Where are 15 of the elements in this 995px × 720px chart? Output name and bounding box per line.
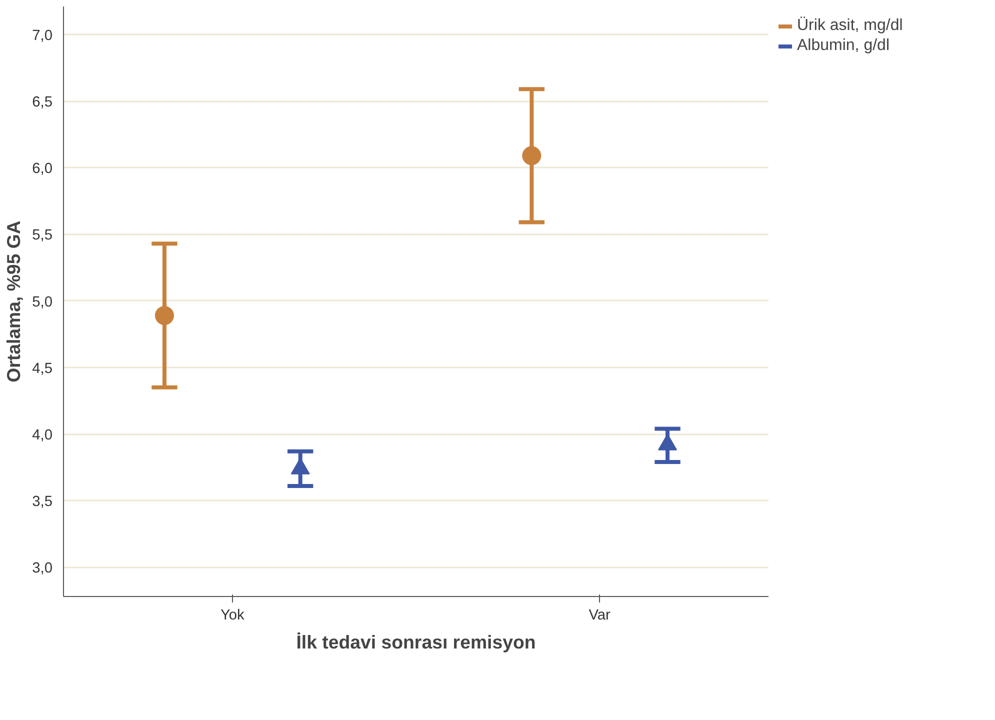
y-tick-label: 6,0 — [32, 161, 52, 178]
y-tick-label: 3,0 — [32, 560, 52, 577]
x-axis-title: İlk tedavi sonrası remisyon — [296, 632, 536, 652]
x-tick-label: Var — [588, 608, 611, 624]
legend-label: Ürik asit, mg/dl — [797, 17, 903, 35]
legend-label: Albumin, g/dl — [797, 37, 890, 55]
y-tick-label: 6,5 — [32, 94, 52, 111]
y-tick-label: 7,0 — [32, 28, 52, 44]
y-tick-label: 4,5 — [32, 360, 52, 377]
y-tick-label: 4,0 — [32, 428, 52, 444]
y-axis-title: Ortalama, %95 GA — [3, 220, 24, 382]
y-tick-label: 5,0 — [32, 294, 52, 310]
y-tick-label: 5,5 — [32, 228, 52, 244]
x-tick-label: Yok — [220, 608, 246, 624]
y-tick-label: 3,5 — [32, 494, 52, 510]
